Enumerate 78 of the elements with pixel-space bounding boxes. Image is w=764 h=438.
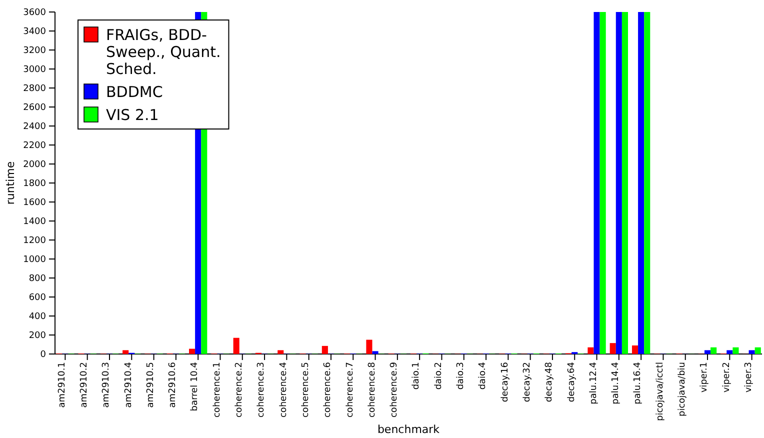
bar: [754, 347, 761, 354]
x-tick-label: picojava/icctl: [655, 362, 666, 421]
x-tick-label: coherence.7: [345, 362, 356, 418]
y-tick-label: 1600: [23, 198, 46, 208]
bar: [710, 347, 717, 354]
bar: [189, 348, 196, 354]
bar: [122, 350, 129, 354]
y-tick-label: 0: [40, 350, 46, 360]
y-tick-label: 800: [28, 274, 46, 284]
bar: [610, 343, 616, 354]
y-tick-label: 1800: [23, 178, 46, 189]
x-tick-label: coherence.5: [300, 362, 311, 418]
bar: [726, 350, 733, 354]
legend-label: FRAIGs, BDD-Sweep., Quant. Sched.: [106, 26, 221, 78]
y-tick-label: 2000: [23, 160, 46, 170]
x-tick-label: coherence.6: [323, 362, 334, 418]
y-tick-label: 2400: [23, 122, 46, 132]
y-axis-title: runtime: [4, 161, 17, 205]
bar: [622, 12, 628, 354]
x-tick-label: daio.3: [456, 362, 466, 390]
y-tick-label: 400: [28, 312, 46, 322]
x-tick-label: am2910.4: [124, 362, 134, 408]
x-tick-label: picojava/biu: [678, 362, 688, 416]
x-tick-label: palu.14.4: [611, 362, 622, 404]
x-tick-label: viper.2: [722, 362, 732, 393]
legend-label: VIS 2.1: [106, 106, 159, 124]
bar: [616, 12, 622, 354]
y-tick-label: 3600: [23, 8, 46, 18]
x-tick-label: coherence.9: [390, 362, 400, 418]
x-tick-label: palu.16.4: [633, 362, 644, 404]
x-tick-label: decay.48: [544, 362, 555, 402]
bar: [704, 350, 711, 354]
x-tick-label: am2910.3: [102, 362, 112, 408]
bar: [644, 12, 650, 354]
x-tick-label: palu.12.4: [588, 362, 599, 404]
y-tick-label: 2200: [23, 140, 46, 151]
x-tick-label: daio.1: [412, 362, 422, 390]
bar: [372, 351, 378, 354]
x-tick-label: coherence.3: [256, 362, 267, 418]
y-tick-label: 1000: [23, 254, 46, 265]
x-tick-label: viper.1: [700, 362, 710, 393]
x-tick-label: coherence.2: [234, 362, 245, 418]
bar: [588, 347, 594, 354]
x-tick-label: coherence.1: [212, 362, 222, 418]
x-tick-label: daio.2: [434, 362, 444, 390]
bar: [594, 12, 600, 354]
bar: [233, 338, 240, 354]
x-tick-label: daio.4: [478, 362, 488, 390]
bar: [366, 340, 372, 354]
y-tick-label: 3000: [23, 64, 46, 75]
x-tick-label: barrel 10.4: [190, 362, 200, 412]
y-tick-label: 3400: [23, 26, 46, 37]
y-tick-label: 200: [28, 330, 46, 341]
x-tick-label: decay.64: [566, 362, 577, 402]
x-tick-label: coherence.8: [367, 362, 378, 418]
x-tick-label: decay.16: [500, 362, 510, 402]
bar: [278, 350, 284, 354]
y-tick-label: 3200: [23, 46, 46, 56]
bar: [732, 347, 739, 354]
bar: [632, 345, 638, 354]
y-tick-label: 2800: [23, 84, 46, 94]
y-tick-label: 1200: [23, 236, 46, 246]
x-tick-label: viper.3: [744, 362, 754, 393]
y-tick-label: 2600: [23, 102, 46, 113]
y-tick-label: 1400: [23, 216, 46, 227]
x-axis-title: benchmark: [377, 423, 440, 436]
y-tick-label: 600: [28, 292, 46, 303]
x-tick-label: am2910.1: [57, 362, 68, 408]
x-tick-label: decay.32: [522, 362, 532, 402]
x-tick-label: am2910.2: [79, 362, 90, 408]
bar: [322, 346, 328, 354]
x-tick-label: am2910.6: [168, 362, 178, 408]
legend-label: BDDMC: [106, 83, 163, 101]
bar: [638, 12, 644, 354]
x-tick-label: coherence.4: [278, 362, 289, 418]
x-tick-label: am2910.5: [146, 362, 156, 408]
bar: [748, 350, 755, 354]
bar: [600, 12, 606, 354]
